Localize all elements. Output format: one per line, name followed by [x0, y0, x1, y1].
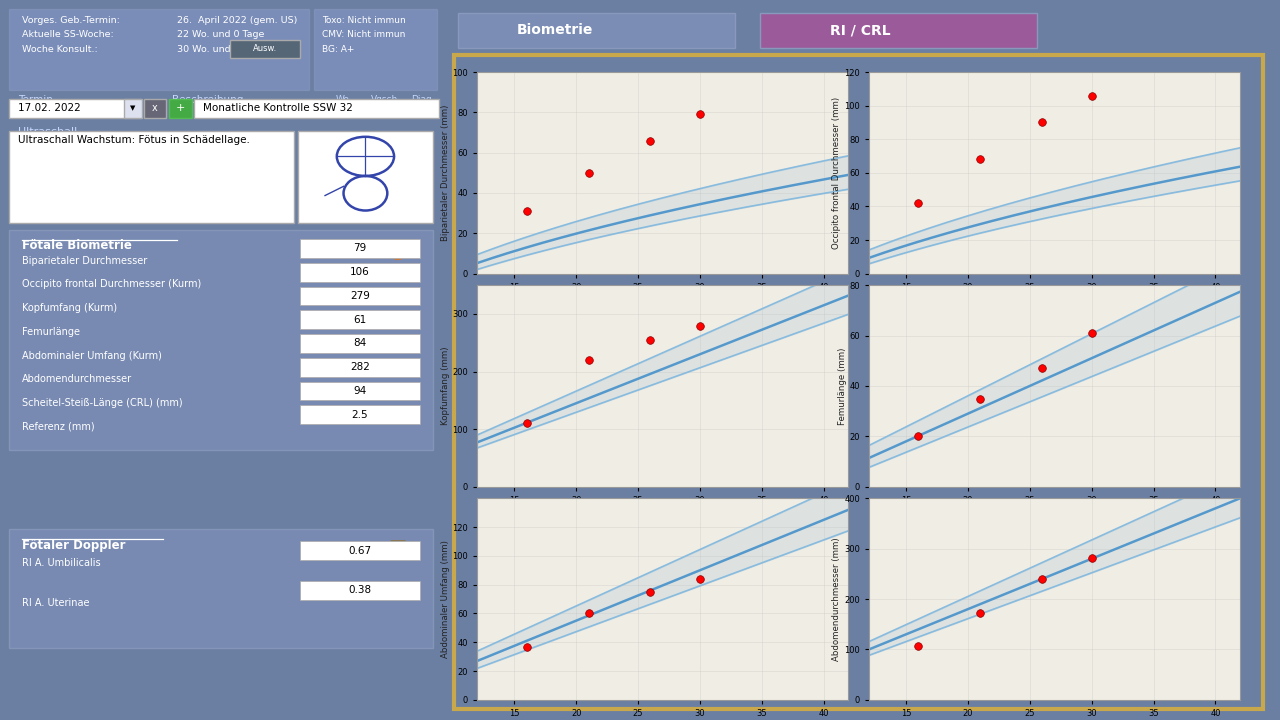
Text: ■: ■ — [388, 536, 407, 555]
Text: BG: A+: BG: A+ — [323, 45, 355, 53]
FancyBboxPatch shape — [301, 358, 420, 377]
FancyBboxPatch shape — [195, 99, 439, 118]
Text: 84: 84 — [353, 338, 366, 348]
Text: x: x — [152, 103, 157, 113]
FancyBboxPatch shape — [454, 55, 1263, 709]
Text: Diag.: Diag. — [411, 95, 434, 104]
Text: 26.  April 2022 (gem. US): 26. April 2022 (gem. US) — [177, 16, 297, 24]
Text: Aktuelle SS-Woche:: Aktuelle SS-Woche: — [22, 30, 114, 39]
FancyBboxPatch shape — [301, 287, 420, 305]
Y-axis label: Occipito frontal Durchmesser (mm): Occipito frontal Durchmesser (mm) — [832, 96, 841, 249]
Text: Vorges. Geb.-Termin:: Vorges. Geb.-Termin: — [22, 16, 120, 24]
FancyBboxPatch shape — [9, 529, 433, 648]
X-axis label: Schwangerschaftwochen: Schwangerschaftwochen — [996, 294, 1114, 303]
Y-axis label: Abdomendurchmesser (mm): Abdomendurchmesser (mm) — [832, 537, 841, 661]
FancyBboxPatch shape — [301, 310, 420, 329]
Text: Kopfumfang (Kurm): Kopfumfang (Kurm) — [22, 303, 118, 313]
Text: Ultraschall Wachstum: Fötus in Schädellage.: Ultraschall Wachstum: Fötus in Schädella… — [18, 135, 250, 145]
Text: 282: 282 — [349, 362, 370, 372]
Y-axis label: Femurlänge (mm): Femurlänge (mm) — [837, 347, 846, 425]
FancyBboxPatch shape — [760, 13, 1037, 48]
FancyBboxPatch shape — [9, 9, 310, 90]
FancyBboxPatch shape — [301, 382, 420, 400]
Text: 22 Wo. und 0 Tage: 22 Wo. und 0 Tage — [177, 30, 264, 39]
Text: Wo.: Wo. — [335, 95, 352, 104]
Text: 106: 106 — [349, 267, 370, 277]
FancyBboxPatch shape — [314, 9, 438, 90]
Y-axis label: Kopfumfang (mm): Kopfumfang (mm) — [440, 346, 449, 426]
Text: 0.67: 0.67 — [348, 546, 371, 556]
Text: Monatliche Kontrolle SSW 32: Monatliche Kontrolle SSW 32 — [204, 103, 353, 113]
Text: Toxo: Nicht immun: Toxo: Nicht immun — [323, 16, 406, 24]
FancyBboxPatch shape — [9, 99, 141, 118]
Text: Termin: Termin — [18, 95, 52, 105]
Text: 2.5: 2.5 — [352, 410, 369, 420]
FancyBboxPatch shape — [301, 263, 420, 282]
FancyBboxPatch shape — [229, 40, 301, 58]
FancyBboxPatch shape — [9, 131, 293, 223]
FancyBboxPatch shape — [124, 99, 142, 118]
Text: Biometrie: Biometrie — [517, 23, 594, 37]
Text: Abdomendurchmesser: Abdomendurchmesser — [22, 374, 132, 384]
Text: Abdominaler Umfang (Kurm): Abdominaler Umfang (Kurm) — [22, 351, 163, 361]
Text: Occipito frontal Durchmesser (Kurm): Occipito frontal Durchmesser (Kurm) — [22, 279, 201, 289]
FancyBboxPatch shape — [298, 131, 433, 223]
Text: Vgsch.: Vgsch. — [371, 95, 401, 104]
Text: 279: 279 — [349, 291, 370, 301]
Text: 79: 79 — [353, 243, 366, 253]
Text: Ultraschall: Ultraschall — [18, 127, 77, 138]
Text: 30 Wo. und 2 Tage: 30 Wo. und 2 Tage — [177, 45, 264, 53]
Text: 94: 94 — [353, 386, 366, 396]
X-axis label: Schwangerschaftwochen: Schwangerschaftwochen — [996, 508, 1114, 516]
FancyBboxPatch shape — [301, 239, 420, 258]
Text: Ausw.: Ausw. — [253, 45, 276, 53]
Text: ●: ● — [387, 238, 408, 261]
Text: CMV: Nicht immun: CMV: Nicht immun — [323, 30, 406, 39]
FancyBboxPatch shape — [9, 230, 433, 450]
Text: Fötaler Doppler: Fötaler Doppler — [22, 539, 125, 552]
Text: +: + — [175, 103, 184, 113]
X-axis label: Schwangerschaftwochen: Schwangerschaftwochen — [604, 294, 722, 303]
FancyBboxPatch shape — [301, 581, 420, 600]
Text: Scheitel-Steiß-Länge (CRL) (mm): Scheitel-Steiß-Länge (CRL) (mm) — [22, 398, 183, 408]
X-axis label: Schwangerschaftwochen: Schwangerschaftwochen — [604, 508, 722, 516]
FancyBboxPatch shape — [301, 405, 420, 424]
FancyBboxPatch shape — [143, 99, 166, 118]
FancyBboxPatch shape — [301, 334, 420, 353]
FancyBboxPatch shape — [301, 541, 420, 560]
Text: Beschreibung: Beschreibung — [173, 95, 243, 105]
Text: 17.02. 2022: 17.02. 2022 — [18, 103, 81, 113]
Text: Referenz (mm): Referenz (mm) — [22, 422, 95, 432]
Text: ▼: ▼ — [131, 105, 136, 111]
Text: Femurlänge: Femurlänge — [22, 327, 81, 337]
Text: 0.38: 0.38 — [348, 585, 371, 595]
Text: RI / CRL: RI / CRL — [831, 23, 891, 37]
Y-axis label: Biparietaler Durchmesser (mm): Biparietaler Durchmesser (mm) — [440, 104, 449, 241]
FancyBboxPatch shape — [169, 99, 192, 118]
FancyBboxPatch shape — [458, 13, 735, 48]
Text: Woche Konsult.:: Woche Konsult.: — [22, 45, 97, 53]
Text: 61: 61 — [353, 315, 366, 325]
Text: Fötale Biometrie: Fötale Biometrie — [22, 239, 132, 252]
Y-axis label: Abdominaler Umfang (mm): Abdominaler Umfang (mm) — [440, 540, 449, 658]
Text: Biparietaler Durchmesser: Biparietaler Durchmesser — [22, 256, 147, 266]
Text: RI A. Umbilicalis: RI A. Umbilicalis — [22, 558, 101, 568]
Text: RI A. Uterinae: RI A. Uterinae — [22, 598, 90, 608]
